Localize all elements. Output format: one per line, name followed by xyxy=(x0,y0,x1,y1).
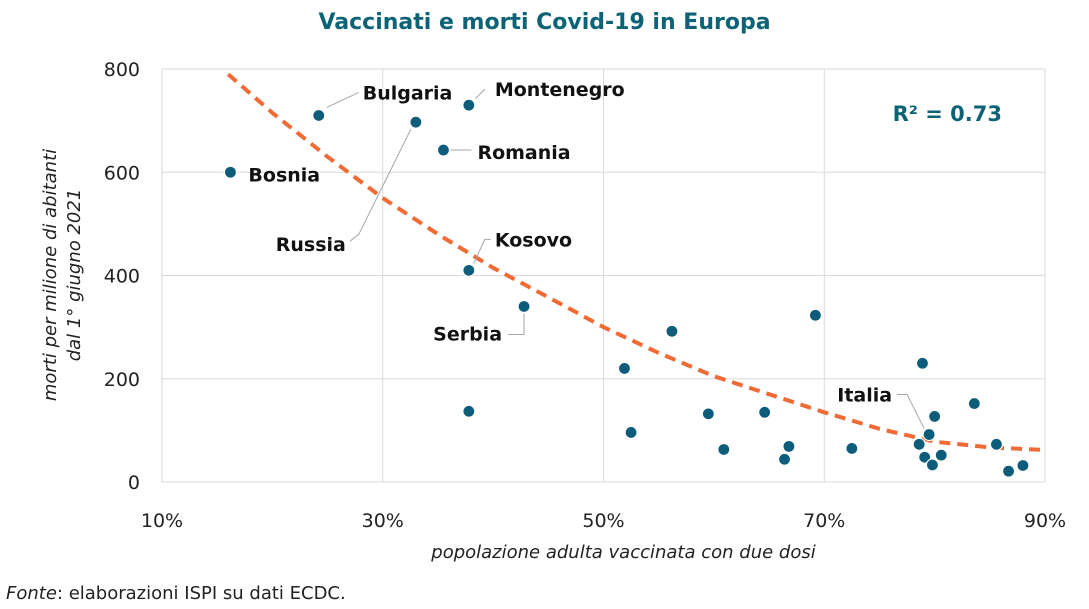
leader-lines xyxy=(326,88,925,429)
leader-line xyxy=(475,88,486,99)
data-label: Russia xyxy=(276,234,346,256)
data-point xyxy=(925,458,940,472)
data-point xyxy=(989,437,1004,451)
y-tick-label: 200 xyxy=(104,369,140,391)
source-text: : elaborazioni ISPI su dati ECDC. xyxy=(56,583,346,604)
r-squared-label: R² = 0.73 xyxy=(893,102,1002,126)
leader-line xyxy=(508,313,525,335)
leader-line xyxy=(326,92,359,108)
data-point xyxy=(845,441,859,456)
data-label: Italia xyxy=(837,385,892,407)
data-point xyxy=(777,452,792,466)
data-point xyxy=(912,437,926,451)
data-points xyxy=(223,98,1030,478)
y-axis-title-line2: dal 1° giugno 2021 xyxy=(64,189,85,362)
data-point xyxy=(462,98,476,112)
x-tick-label: 90% xyxy=(1024,510,1066,532)
data-point xyxy=(617,361,632,376)
y-axis-title-line1: morti per milione di abitanti xyxy=(40,149,61,401)
data-label: Romania xyxy=(477,142,570,164)
x-tick-label: 30% xyxy=(362,510,404,532)
source-label: Fonte xyxy=(6,583,57,604)
x-tick-label: 70% xyxy=(803,510,845,532)
data-label: Bulgaria xyxy=(363,82,453,104)
y-tick-label: 800 xyxy=(104,59,140,81)
leader-line xyxy=(897,394,925,429)
data-point xyxy=(967,396,981,411)
x-tick-label: 50% xyxy=(582,510,624,532)
data-point xyxy=(922,427,936,442)
trendline-path xyxy=(226,72,1046,452)
data-point xyxy=(409,115,423,129)
grid-lines xyxy=(161,68,1046,483)
data-point xyxy=(462,404,476,418)
data-point xyxy=(1001,464,1016,478)
leader-line xyxy=(473,238,491,264)
point-labels: Bosnia Bulgaria Russia Montenegro Romania Kos… xyxy=(248,79,892,406)
data-point xyxy=(918,450,932,464)
data-label: Serbia xyxy=(433,323,502,345)
data-point xyxy=(717,442,731,457)
data-point xyxy=(782,439,796,453)
y-tick-label: 400 xyxy=(104,266,140,288)
data-label: Bosnia xyxy=(248,164,320,186)
leader-line xyxy=(349,128,412,242)
axis-ticks: 0 200 400 600 800 10% 30% 50% 70% 90% xyxy=(104,59,1066,532)
data-point xyxy=(701,407,715,421)
data-point xyxy=(312,108,326,123)
y-tick-label: 600 xyxy=(104,162,140,184)
data-label: Kosovo xyxy=(495,229,572,251)
data-point xyxy=(223,165,238,179)
data-point xyxy=(665,324,679,338)
data-label: Montenegro xyxy=(495,79,625,101)
axis-labels: popolazione adulta vaccinata con due dos… xyxy=(40,149,816,563)
data-point xyxy=(517,299,531,314)
y-tick-label: 0 xyxy=(128,472,140,494)
chart-title: Vaccinati e morti Covid-19 in Europa xyxy=(318,10,771,35)
trendline xyxy=(226,72,1046,452)
data-point xyxy=(758,405,772,419)
data-point xyxy=(1016,458,1030,473)
data-point xyxy=(928,409,942,424)
data-point xyxy=(624,425,638,440)
source-note: Fonte: elaborazioni ISPI su dati ECDC. xyxy=(6,583,346,604)
data-point xyxy=(915,356,930,370)
data-point xyxy=(808,308,823,322)
data-point xyxy=(462,263,476,277)
x-tick-label: 10% xyxy=(141,510,183,532)
data-point xyxy=(934,448,948,462)
data-point xyxy=(436,143,451,157)
x-axis-title: popolazione adulta vaccinata con due dos… xyxy=(430,542,815,563)
